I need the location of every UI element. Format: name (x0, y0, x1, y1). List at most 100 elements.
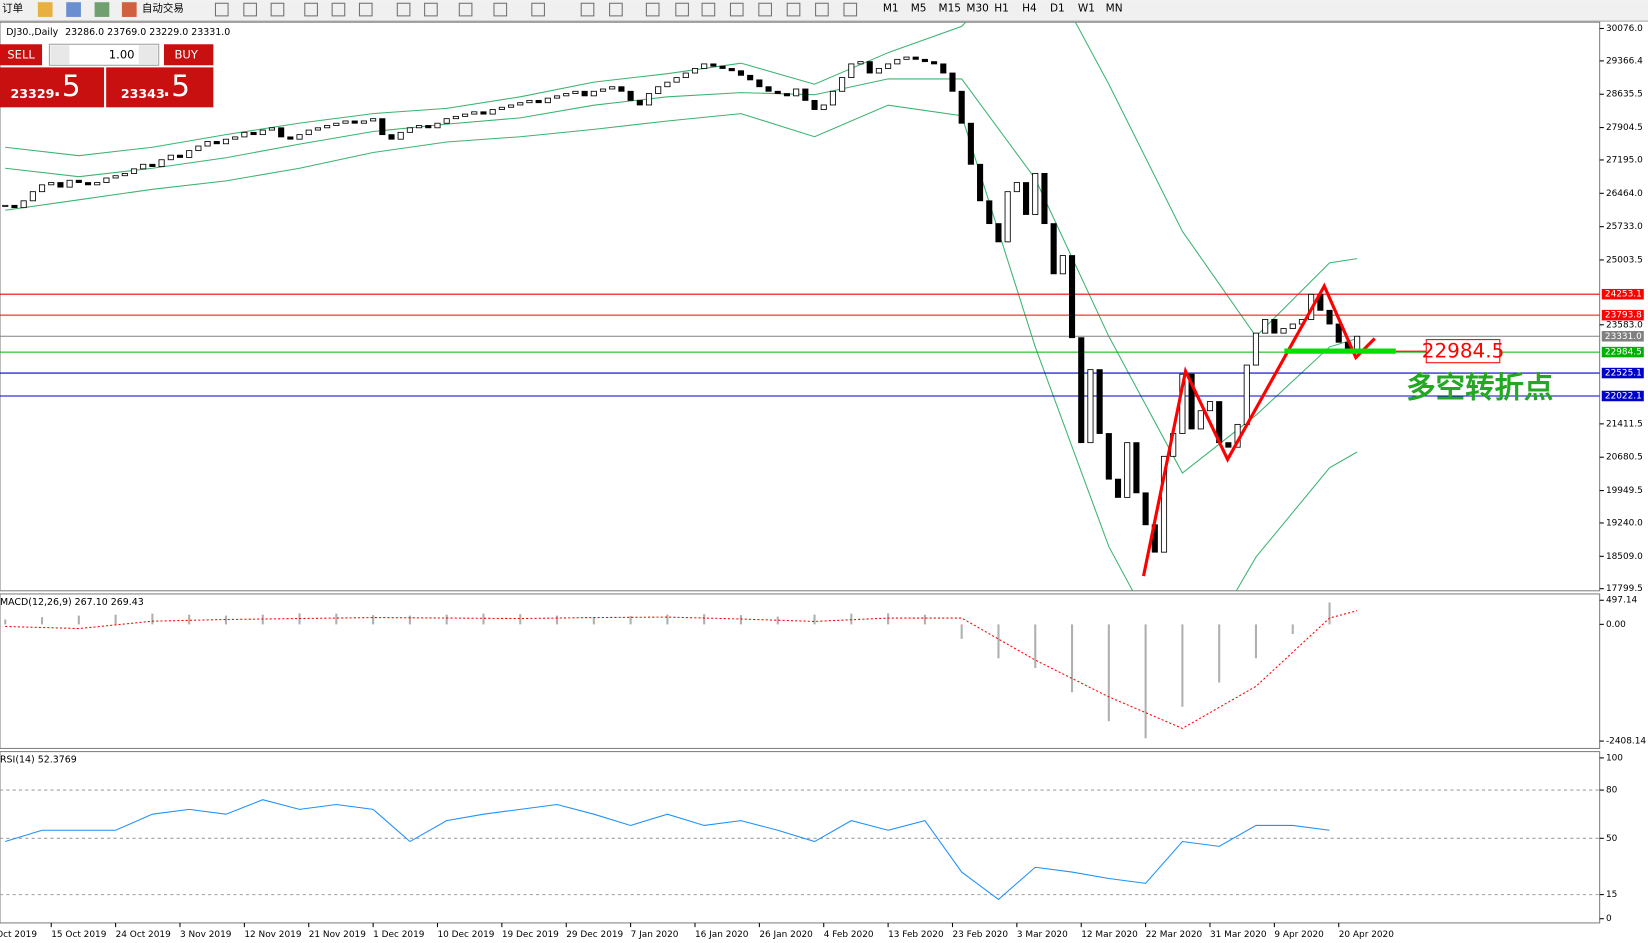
timeframe[interactable]: MN (1106, 3, 1123, 15)
candle (121, 172, 128, 177)
macd-title: MACD(12,26,9) 267.10 269.43 (0, 597, 144, 608)
candle (112, 175, 119, 179)
candle (278, 127, 285, 138)
level-label-box (1601, 288, 1644, 300)
lot-down[interactable] (50, 45, 70, 65)
timeframe[interactable]: H1 (994, 3, 1009, 15)
candle (839, 77, 846, 92)
level-label-box (1601, 309, 1644, 321)
tool-icon[interactable] (645, 2, 660, 17)
lot-up[interactable] (138, 45, 158, 65)
candle (829, 90, 836, 106)
tool-icon[interactable] (758, 2, 772, 17)
candle (333, 122, 340, 126)
candle (1059, 255, 1066, 275)
level-label-box (1601, 390, 1644, 402)
candle (434, 122, 441, 129)
x-tick-label: 1 Dec 2019 (373, 930, 425, 940)
x-tick-label: 31 Mar 2020 (1210, 930, 1267, 940)
tool-icon[interactable] (243, 2, 257, 17)
timeframe[interactable]: M15 (939, 3, 961, 15)
icon[interactable] (66, 2, 81, 17)
tool-icon[interactable] (815, 2, 829, 17)
tool-icon[interactable] (701, 2, 716, 17)
timeframe[interactable]: H4 (1022, 3, 1037, 15)
rsi-title: RSI(14) 52.3769 (0, 755, 77, 766)
candle (480, 111, 487, 115)
x-tick-label: 4 Feb 2020 (824, 930, 874, 940)
candle (526, 99, 533, 104)
auto-trading[interactable]: 自动交易 (142, 2, 184, 15)
tool-icon[interactable] (786, 2, 801, 17)
candle (1252, 332, 1260, 366)
timeframe[interactable]: M30 (966, 3, 988, 15)
sell-label[interactable]: SELL (7, 47, 35, 61)
timeframe[interactable]: W1 (1078, 3, 1095, 15)
x-tick-label: 13 Feb 2020 (888, 930, 944, 940)
tool-icon[interactable] (458, 2, 473, 17)
sell-button[interactable] (0, 44, 43, 66)
ask-box[interactable] (106, 67, 214, 108)
lot-value[interactable]: 1.00 (109, 47, 135, 61)
tool-icon[interactable] (675, 2, 689, 17)
tool-icon[interactable] (304, 2, 318, 17)
candle (489, 109, 496, 115)
candle (1124, 442, 1131, 498)
y-tick-label: 26464.0 (1606, 189, 1643, 199)
level-label-box (1601, 346, 1644, 358)
tool-icon[interactable] (609, 2, 623, 17)
y-tick-label: 19949.5 (1606, 486, 1643, 496)
icon[interactable] (121, 2, 137, 17)
y-tick-label: 30076.0 (1606, 24, 1643, 34)
candle (581, 90, 588, 97)
candle (471, 111, 478, 115)
y-tick-label: 50 (1606, 834, 1618, 844)
level-label-box (1601, 367, 1644, 379)
timeframe[interactable]: M1 (883, 3, 899, 15)
timeframe[interactable]: M5 (911, 3, 927, 15)
zigzag (1141, 282, 1376, 577)
tool-icon[interactable] (729, 2, 744, 17)
candle (995, 223, 1002, 243)
y-tick-label: 25733.0 (1606, 222, 1643, 232)
candle (691, 68, 699, 74)
candle (1078, 337, 1085, 444)
tool-icon[interactable] (424, 2, 438, 17)
tool-icon[interactable] (493, 2, 508, 17)
candle (1225, 442, 1232, 448)
candle (820, 104, 827, 110)
candle (324, 125, 331, 129)
buy-label[interactable]: BUY (174, 47, 198, 61)
tool-icon[interactable] (396, 2, 411, 17)
trade-panel: SELL 1.00 BUY 23329 .5 23343 .5 (0, 43, 214, 108)
candle (370, 118, 377, 122)
candle (29, 191, 36, 202)
tool-icon[interactable] (843, 2, 858, 17)
ask-pip: .5 (162, 69, 190, 103)
icon[interactable] (37, 2, 53, 17)
candle (452, 115, 459, 120)
timeframe[interactable]: D1 (1050, 3, 1065, 15)
icon[interactable] (94, 2, 110, 17)
buy-button[interactable] (163, 44, 214, 66)
candle (563, 93, 570, 97)
level-label: 24253.1 (1605, 290, 1642, 300)
candle (1142, 492, 1149, 526)
candle (1087, 369, 1094, 444)
tool-icon[interactable] (358, 2, 373, 17)
new-order[interactable]: 订单 (2, 3, 23, 15)
candle (931, 61, 938, 65)
tool-icon[interactable] (270, 2, 285, 17)
y-tick-label: 27904.5 (1606, 123, 1643, 133)
ask-main: 23343 (121, 86, 165, 101)
tool-icon[interactable] (531, 2, 545, 17)
candle (921, 58, 928, 63)
tool-icon[interactable] (214, 2, 229, 17)
level-label: 22525.1 (1605, 369, 1642, 379)
lot-input[interactable] (48, 43, 160, 66)
bid-box[interactable] (0, 67, 105, 108)
tool-icon[interactable] (580, 2, 595, 17)
tool-icon[interactable] (331, 2, 346, 17)
candle (342, 120, 349, 124)
candle (222, 138, 230, 145)
